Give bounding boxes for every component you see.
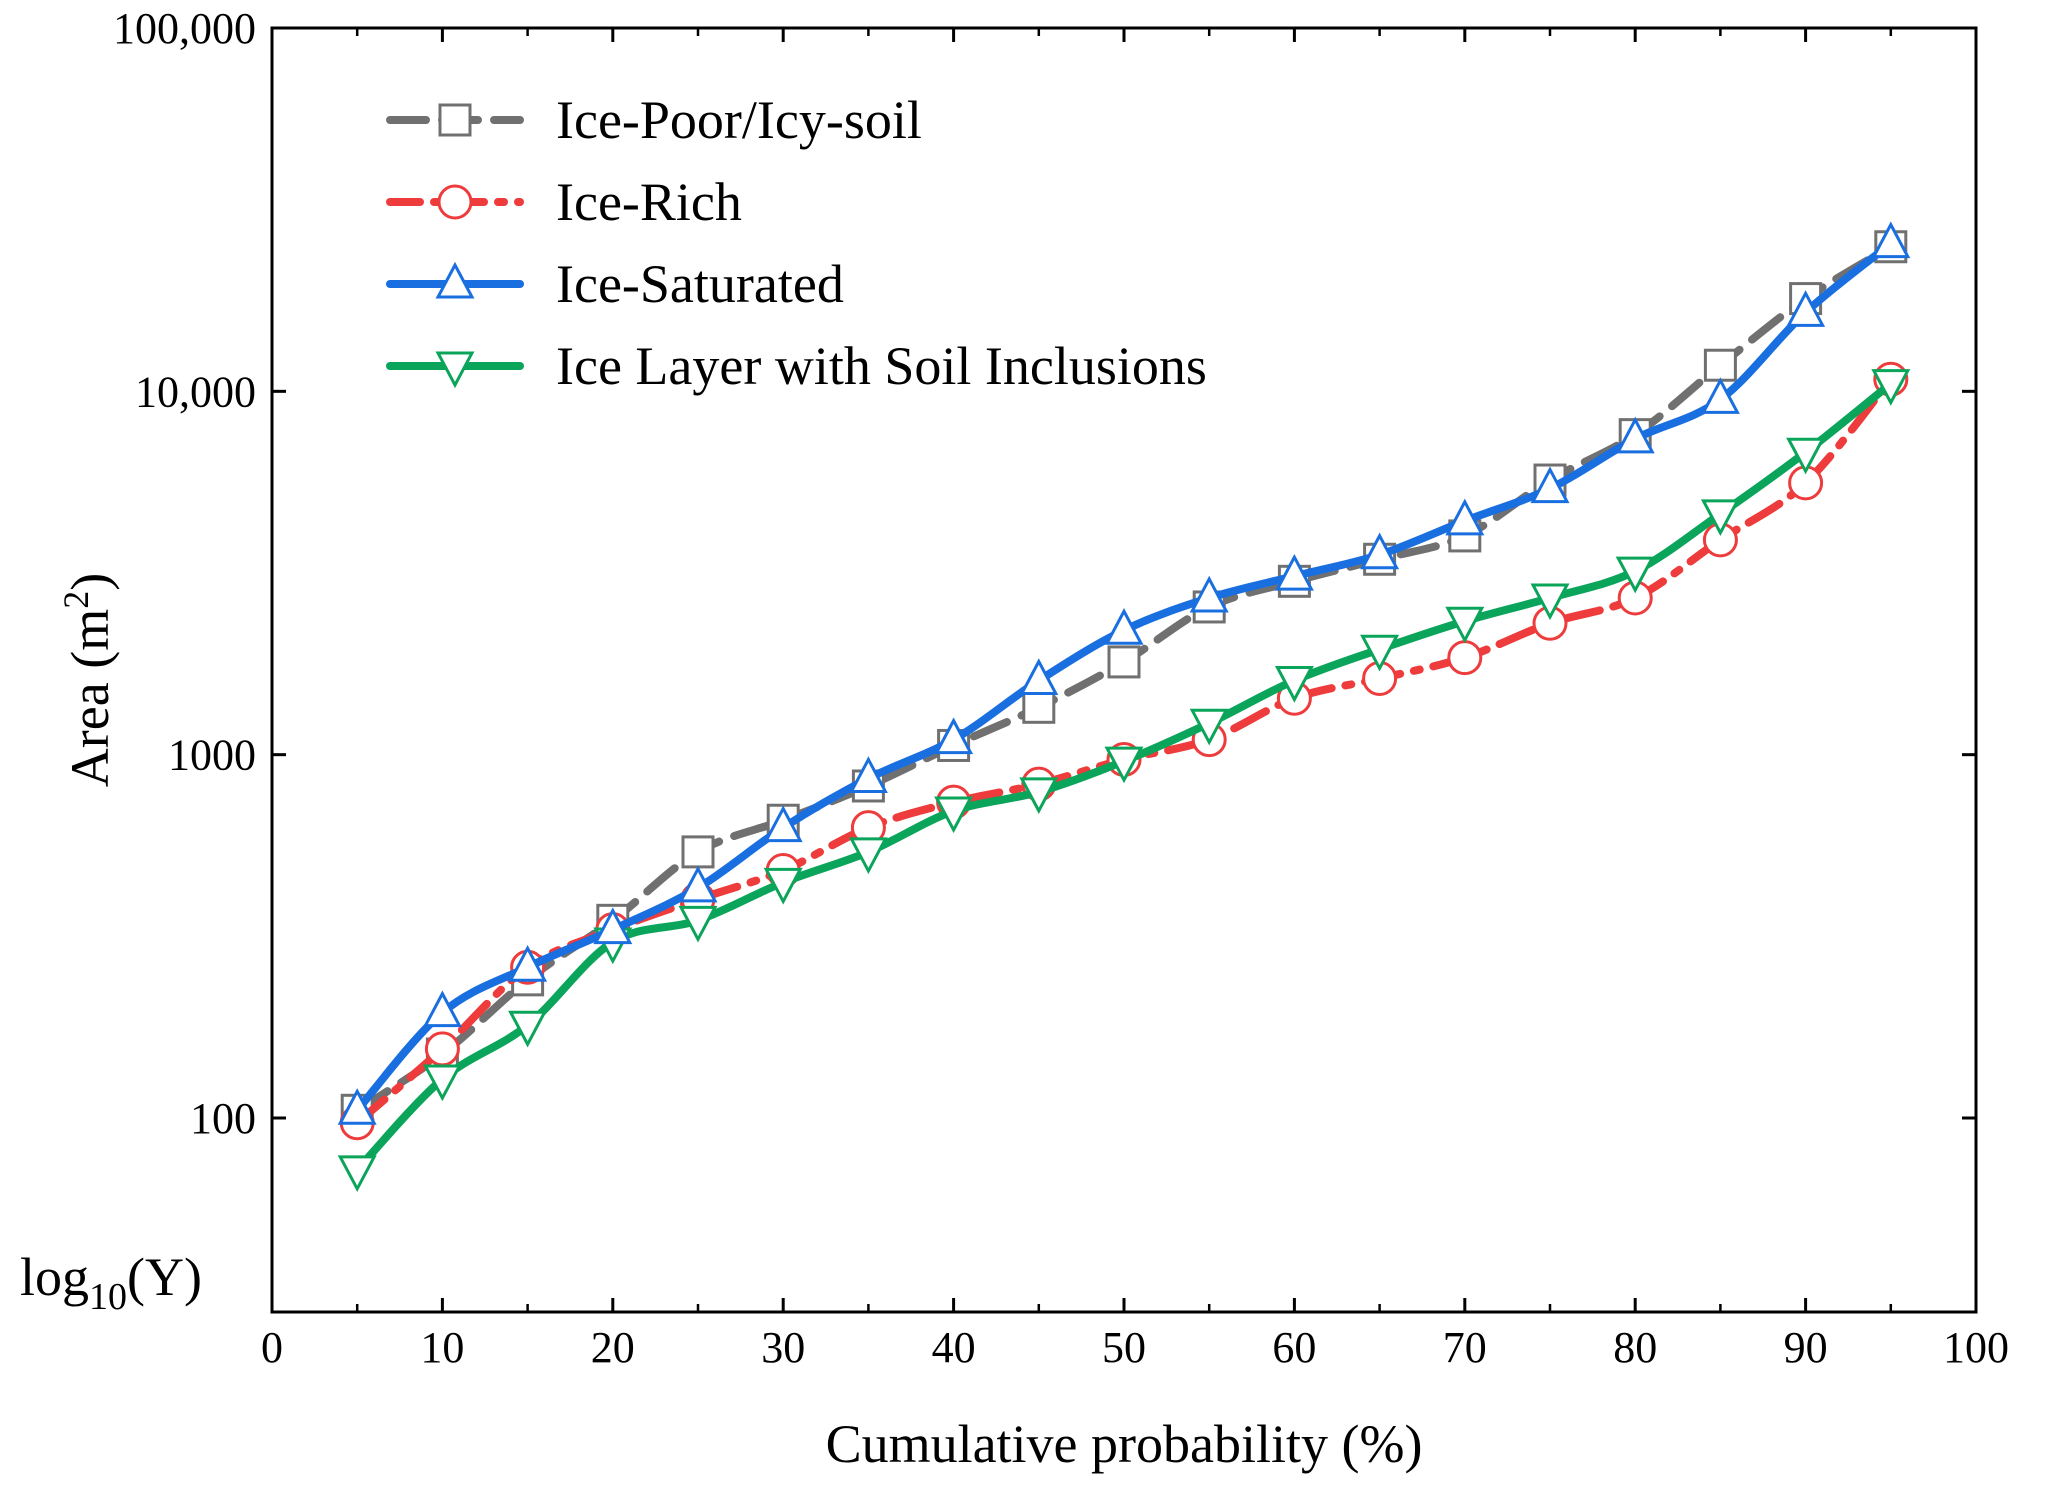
data-point (1700, 499, 1740, 537)
series-ice-layer-with-soil-inclusions (337, 369, 1911, 1193)
data-point (1019, 777, 1059, 815)
data-point (1189, 708, 1229, 746)
legend-item: Ice Layer with Soil Inclusions (386, 336, 1207, 396)
series-ice-saturated (337, 221, 1911, 1125)
legend-marker (435, 261, 475, 299)
data-point (1871, 221, 1911, 259)
data-point (1107, 645, 1141, 679)
y-axis-title-superscript: 2 (56, 591, 96, 609)
legend-marker (435, 351, 475, 389)
data-point (848, 837, 888, 875)
data-point (934, 717, 974, 755)
y-tick-label: 10,000 (135, 367, 256, 416)
data-point (1445, 498, 1485, 536)
y-tick-label: 1000 (168, 731, 256, 780)
x-tick-label: 50 (1102, 1323, 1146, 1372)
data-point (593, 907, 633, 945)
data-point (1274, 666, 1314, 703)
y-scale-note: log10(Y) (20, 1247, 202, 1318)
legend-label: Ice-Saturated (556, 254, 844, 314)
data-point (678, 865, 718, 903)
data-point (1700, 377, 1740, 414)
x-tick-label: 70 (1443, 1323, 1487, 1372)
data-point (1615, 556, 1655, 594)
data-point (424, 1031, 460, 1067)
data-point (763, 805, 803, 843)
data-point (1786, 290, 1826, 327)
y-axis-title: Area (m2) (56, 573, 120, 787)
x-tick-label: 80 (1613, 1323, 1657, 1372)
data-point (508, 1010, 548, 1048)
legend-label: Ice Layer with Soil Inclusions (556, 336, 1207, 396)
x-tick-label: 30 (761, 1323, 805, 1372)
data-point (1022, 690, 1056, 724)
x-tick-label: 40 (932, 1323, 976, 1372)
legend-label: Ice-Rich (556, 172, 742, 232)
data-point (1615, 416, 1655, 454)
data-point (508, 945, 548, 982)
legend: Ice-Poor/Icy-soil Ice-Rich Ice-Saturated Ic… (386, 90, 1207, 396)
data-point (1445, 606, 1485, 644)
y-scale-note-rest: (Y) (127, 1247, 202, 1307)
legend-label: Ice-Poor/Icy-soil (556, 90, 922, 150)
x-tick-label: 10 (420, 1323, 464, 1372)
data-point (1530, 466, 1570, 504)
y-tick-label: 100 (190, 1094, 256, 1143)
data-point (1019, 658, 1059, 696)
data-point (422, 1064, 462, 1102)
data-point (1189, 575, 1229, 613)
data-point (848, 756, 888, 793)
y-scale-note-base: log (20, 1247, 89, 1307)
data-point (678, 905, 718, 943)
x-tick-label: 20 (591, 1323, 635, 1372)
data-point (681, 835, 715, 869)
x-tick-label: 60 (1272, 1323, 1316, 1372)
data-point (422, 990, 462, 1028)
data-point (763, 867, 803, 905)
legend-marker (438, 103, 472, 137)
legend-marker (437, 184, 473, 220)
data-point (934, 796, 974, 834)
data-point (1530, 583, 1570, 621)
data-point (337, 1088, 377, 1125)
data-point (1447, 640, 1483, 676)
x-axis-title: Cumulative probability (%) (826, 1414, 1423, 1474)
data-point (337, 1155, 377, 1193)
data-point (1786, 437, 1826, 475)
legend-item: Ice-Saturated (386, 254, 844, 314)
data-point (1104, 746, 1144, 784)
data-point (1360, 532, 1400, 570)
legend-item: Ice-Poor/Icy-soil (386, 90, 922, 150)
data-point (1274, 553, 1314, 591)
y-axis-title-text: Area (m (60, 609, 120, 787)
data-point (1871, 369, 1911, 406)
y-axis-title-close: ) (60, 573, 120, 591)
x-tick-label: 0 (261, 1323, 283, 1372)
x-tick-label: 100 (1943, 1323, 2009, 1372)
y-tick-label: 100,000 (113, 4, 256, 53)
x-tick-label: 90 (1784, 1323, 1828, 1372)
data-point (1703, 348, 1737, 382)
y-scale-note-sub: 10 (89, 1276, 127, 1318)
series-layer (337, 221, 1911, 1193)
data-point (1104, 608, 1144, 645)
data-point (1360, 634, 1400, 672)
axes: 0 10 20 30 40 50 60 70 80 90 100 100 1000 10,000 100,0… (20, 4, 2009, 1474)
legend-item: Ice-Rich (386, 172, 742, 232)
